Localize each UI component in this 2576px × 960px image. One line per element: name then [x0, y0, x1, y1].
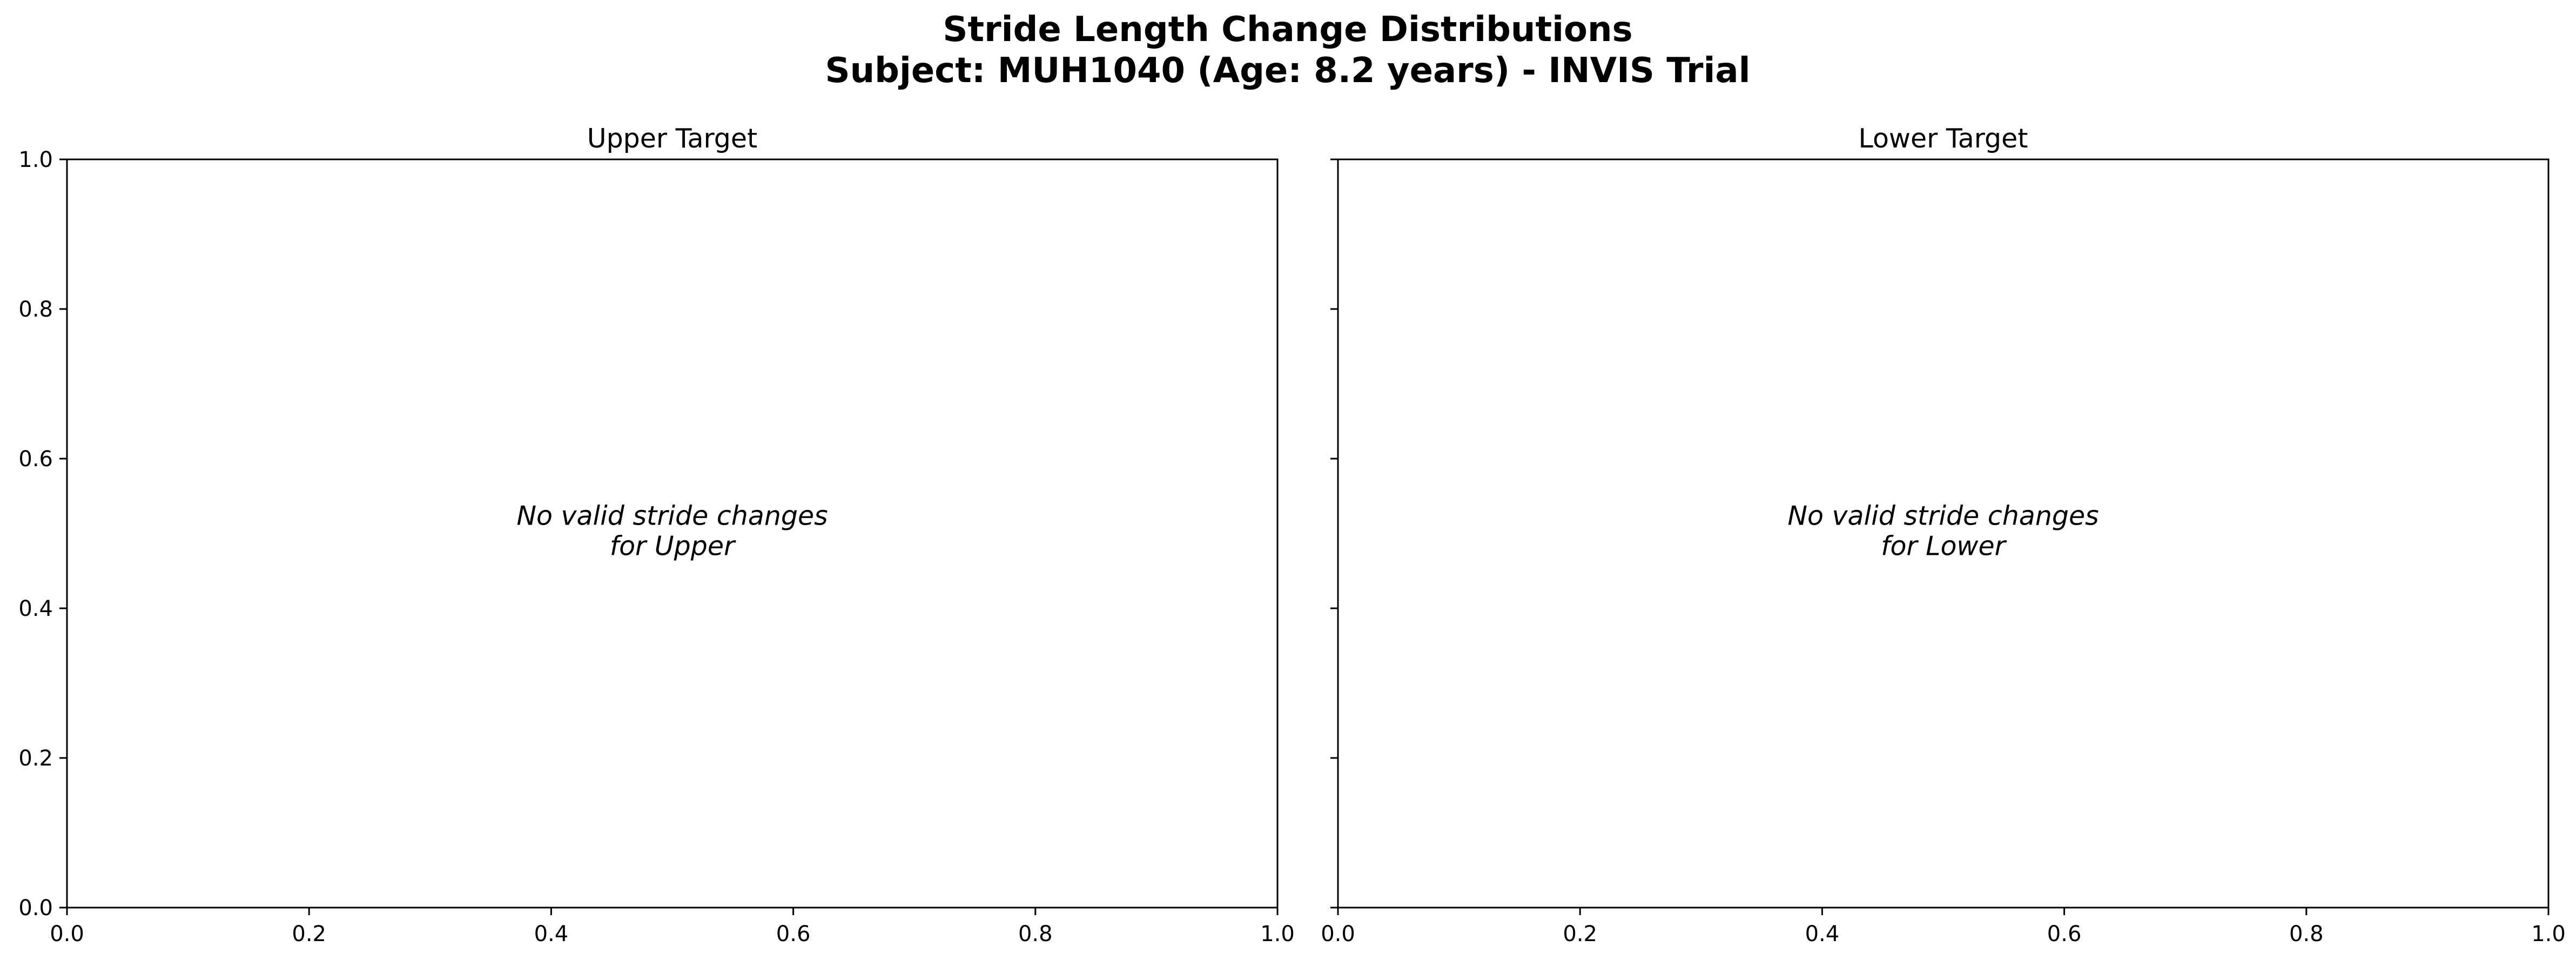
chart-upper-xtick-label-4: 0.8: [1018, 922, 1053, 946]
chart-upper-frame: [66, 158, 1279, 909]
chart-lower-frame: [1337, 158, 2550, 909]
chart-upper: Upper Target 0.0 0.2 0.4 0.6 0.8 1.0 0.0 0.2 0.4 0…: [18, 123, 1294, 946]
chart-lower: Lower Target 0.0 0.2 0.4 0.6 0.8 1.0 No valid s…: [1321, 123, 2566, 946]
chart-upper-xtick-label-3: 0.6: [776, 922, 811, 946]
chart-lower-xtick-label-1: 0.2: [1563, 922, 1597, 946]
chart-upper-xtick-label-0: 0.0: [50, 922, 84, 946]
chart-upper-ytick-label-0: 0.0: [18, 896, 53, 921]
chart-upper-message-line-2: for Upper: [610, 531, 736, 562]
chart-upper-xtick-label-5: 1.0: [1260, 922, 1295, 946]
chart-lower-xtick-label-0: 0.0: [1321, 922, 1355, 946]
chart-upper-title: Upper Target: [587, 123, 758, 154]
chart-upper-ytick-label-2: 0.4: [18, 596, 53, 621]
axes-layer: Upper Target 0.0 0.2 0.4 0.6 0.8 1.0 0.0 0.2 0.4 0…: [18, 123, 2565, 946]
chart-lower-message-line-2: for Lower: [1881, 531, 2007, 562]
chart-upper-ytick-label-5: 1.0: [18, 147, 53, 172]
chart-upper-ytick-label-3: 0.6: [18, 447, 53, 472]
chart-upper-xtick-label-2: 0.4: [534, 922, 569, 946]
chart-upper-message-line-1: No valid stride changes: [516, 501, 828, 532]
chart-lower-xtick-label-4: 0.8: [2289, 922, 2324, 946]
chart-lower-message-line-1: No valid stride changes: [1787, 501, 2099, 532]
chart-lower-xtick-label-2: 0.4: [1805, 922, 1840, 946]
chart-lower-xtick-label-3: 0.6: [2047, 922, 2082, 946]
chart-upper-xtick-label-1: 0.2: [292, 922, 326, 946]
figure-title-line-2: Subject: MUH1040 (Age: 8.2 years) - INVI…: [825, 51, 1750, 91]
figure-title-line-1: Stride Length Change Distributions: [943, 10, 1632, 50]
chart-upper-ytick-label-1: 0.2: [18, 746, 53, 771]
chart-lower-title: Lower Target: [1859, 123, 2028, 154]
chart-upper-ytick-label-4: 0.8: [18, 297, 53, 322]
chart-lower-xtick-label-5: 1.0: [2531, 922, 2566, 946]
